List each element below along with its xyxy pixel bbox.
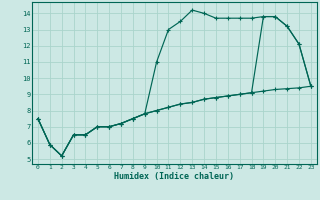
X-axis label: Humidex (Indice chaleur): Humidex (Indice chaleur) [115,172,234,181]
